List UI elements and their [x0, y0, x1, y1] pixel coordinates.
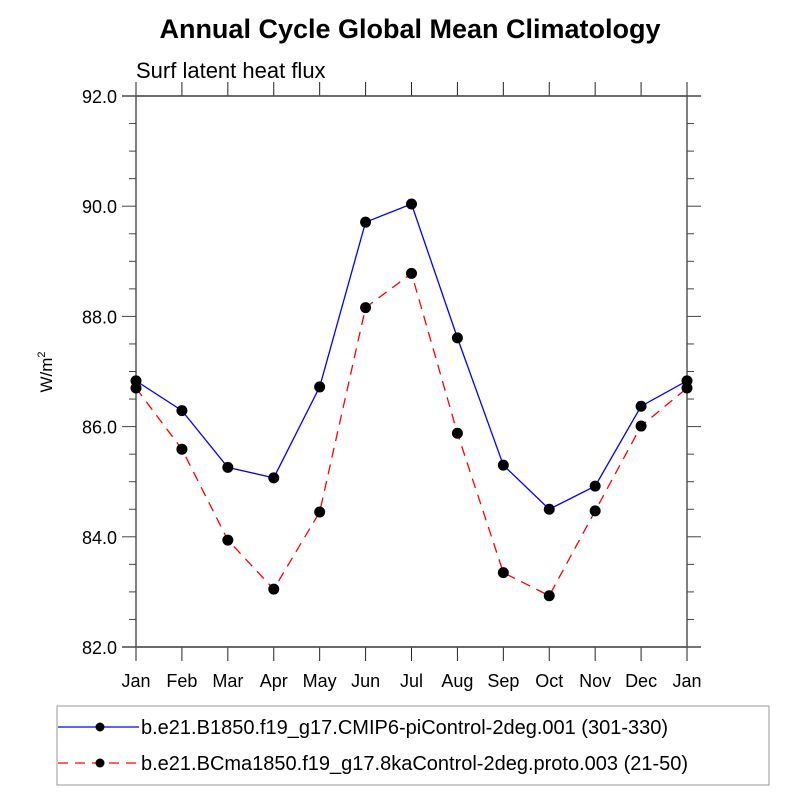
data-point-series-1: [314, 381, 326, 393]
series-layer: [130, 198, 693, 602]
chart-subtitle: Surf latent heat flux: [136, 58, 326, 83]
data-point-series-1: [406, 198, 417, 210]
data-point-series-1: [222, 461, 234, 473]
x-tick-label: May: [303, 671, 337, 691]
y-tick-label: 92.0: [82, 87, 117, 107]
data-point-series-2: [314, 506, 326, 518]
data-point-series-2: [268, 583, 280, 595]
x-tick-label: Jun: [351, 671, 380, 691]
y-tick-label: 86.0: [82, 418, 117, 438]
x-tick-label: Jul: [400, 671, 423, 691]
data-point-series-2: [130, 382, 142, 394]
data-point-series-1: [497, 459, 509, 471]
data-point-series-1: [589, 480, 601, 492]
legend-marker-2: [95, 758, 105, 768]
data-point-series-1: [268, 472, 280, 484]
data-point-series-1: [360, 216, 372, 228]
y-tick-label: 88.0: [82, 307, 117, 327]
data-point-series-1: [543, 503, 555, 515]
series-line-2: [135, 272, 688, 597]
legend-marker-1: [95, 722, 105, 732]
chart-title: Annual Cycle Global Mean Climatology: [159, 14, 660, 44]
data-point-series-1: [176, 405, 188, 417]
data-point-series-2: [176, 443, 188, 455]
x-tick-label: Oct: [535, 671, 563, 691]
axes: Jan Feb Mar Apr May Jun Jul Aug Sep Oct Nov Dec Jan8…: [82, 82, 702, 691]
data-point-series-1: [635, 400, 647, 412]
y-tick-label: 84.0: [82, 528, 117, 548]
x-tick-label: Dec: [625, 671, 657, 691]
legend: b.e21.B1850.f19_g17.CMIP6-piControl-2deg…: [56, 705, 770, 786]
y-tick-label: 82.0: [82, 638, 117, 658]
data-point-series-2: [451, 427, 463, 439]
x-tick-label: Aug: [441, 671, 473, 691]
x-tick-label: Jan: [121, 671, 150, 691]
data-point-series-2: [543, 590, 555, 602]
series-line-1: [135, 203, 688, 511]
legend-label-1: b.e21.B1850.f19_g17.CMIP6-piControl-2deg…: [141, 717, 668, 739]
y-axis-label-superscript: 2: [36, 351, 48, 357]
data-point-series-2: [635, 420, 647, 432]
plot-frame: [135, 95, 688, 648]
y-tick-label: 90.0: [82, 197, 117, 217]
x-tick-label: Sep: [487, 671, 519, 691]
data-point-series-2: [589, 505, 601, 517]
x-tick-label: Nov: [579, 671, 611, 691]
data-point-series-2: [681, 382, 693, 394]
x-tick-label: Jan: [672, 671, 701, 691]
x-tick-label: Feb: [166, 671, 197, 691]
data-point-series-2: [360, 302, 372, 314]
data-point-series-2: [497, 567, 509, 579]
legend-label-2: b.e21.BCma1850.f19_g17.8kaControl-2deg.p…: [141, 753, 688, 775]
data-point-series-1: [451, 332, 463, 344]
legend-box: [56, 705, 770, 786]
data-point-series-2: [222, 534, 234, 546]
x-tick-label: Mar: [212, 671, 243, 691]
y-axis-label-text: W/m: [37, 358, 56, 393]
svg-text:W/m2: W/m2: [36, 351, 56, 392]
data-point-series-2: [406, 267, 417, 279]
y-axis-label: W/m2: [36, 351, 56, 392]
x-tick-label: Apr: [260, 671, 288, 691]
